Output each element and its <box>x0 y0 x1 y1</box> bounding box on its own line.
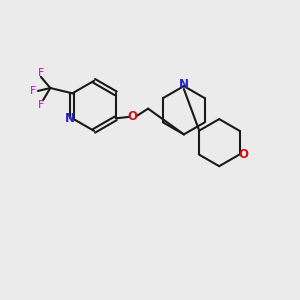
Text: N: N <box>179 77 189 91</box>
Text: N: N <box>65 112 75 125</box>
Text: F: F <box>30 86 37 96</box>
Text: O: O <box>128 110 138 123</box>
Text: F: F <box>38 68 44 78</box>
Text: O: O <box>239 148 249 161</box>
Text: F: F <box>38 100 45 110</box>
